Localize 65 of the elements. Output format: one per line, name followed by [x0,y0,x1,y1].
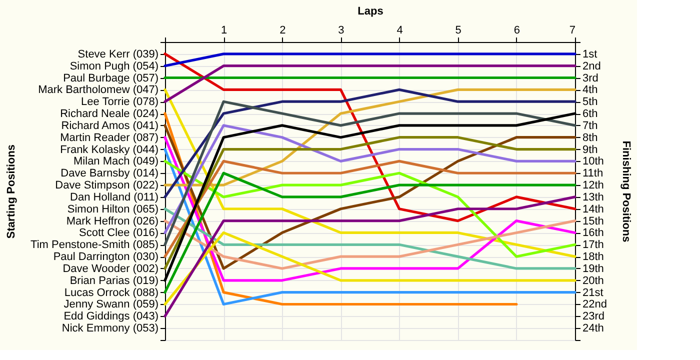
y-tick-label: 2nd [582,60,601,72]
text: Dave Barnsby (014) [60,168,158,180]
x-axis-title: Laps [358,6,384,18]
text: Steve Kerr (039) [78,48,158,60]
y-tick-label: 5th [582,96,598,108]
y-tick-label: 12th [582,180,604,192]
y-tick-label: 18th [582,251,604,264]
y-tick-label: 6th [582,108,598,120]
text: Mark Heffron (026) [66,215,158,228]
y-tick-label: 11th [582,168,604,180]
x-tick-label: 6 [514,24,520,36]
x-tick-label: 4 [396,24,403,36]
line-series [164,208,576,270]
text: Edd Giddings (043) [64,310,158,323]
text: Brian Parias (019) [70,274,158,287]
x-tick-label: 5 [455,24,462,36]
x-tick-label: 1 [221,24,228,36]
text: Starting Positions [6,144,18,239]
y-tick-label: 8th [582,132,598,144]
text: Simon Pugh (054) [70,60,158,72]
text: Dan Holland (011) [70,191,158,204]
text: Martin Reader (087) [60,132,158,144]
y-tick-label: 14th [582,203,604,216]
line-series [164,124,576,234]
y-tick-label: 16th [582,227,604,240]
text: Lucas Orrock (088) [64,286,158,299]
text: Lee Torrie (078) [81,96,158,108]
y-tick-label: 13th [582,191,604,204]
x-tick-label: 3 [338,24,344,36]
y-tick-label: 9th [582,144,598,156]
y-axis-title: Finishing Positions [620,140,632,242]
text: Dave Wooder (002) [62,262,158,275]
y-tick-label: 19th [582,262,604,275]
y-tick-label: 21st [582,286,604,299]
text: Mark Bartholomew (047) [38,84,158,96]
y-tick-label: 1st [582,48,598,60]
y-tick-label: 22nd [582,298,607,311]
text: Simon Hilton (065) [67,203,158,216]
text: Scott Clee (016) [79,227,158,240]
y-tick-label: 23rd [582,310,605,323]
text: Nick Emmony (053) [62,322,158,335]
text: Frank Kolasky (044) [60,144,158,156]
y-tick-label: 17th [582,239,604,252]
text: Paul Darrington (030) [53,251,158,264]
y-tick-label: 7th [582,120,598,132]
text: Milan Mach (049) [74,156,158,168]
y-tick-label: 20th [582,274,604,287]
line-series [164,172,576,294]
line-series [164,231,576,306]
x-tick-label: 7 [569,24,576,36]
text: Paul Burbage (057) [63,72,158,84]
y-tick-label: 3rd [582,72,598,84]
text: Jenny Swann (059) [64,298,158,311]
text: Dave Stimpson (022) [55,180,158,192]
x-tick-label: 2 [280,24,286,36]
text: Tim Penstone-Smith (085) [30,239,158,252]
y-tick-label: 15th [582,215,604,228]
line-series [164,220,576,270]
y-tick-label: 24th [582,322,604,335]
line-series [164,160,576,258]
y-tick-label: 10th [582,156,604,168]
text: Richard Amos (041) [61,120,158,132]
text: Richard Neale (024) [60,108,158,120]
line-series [164,196,576,318]
y-tick-label: 4th [582,84,598,96]
